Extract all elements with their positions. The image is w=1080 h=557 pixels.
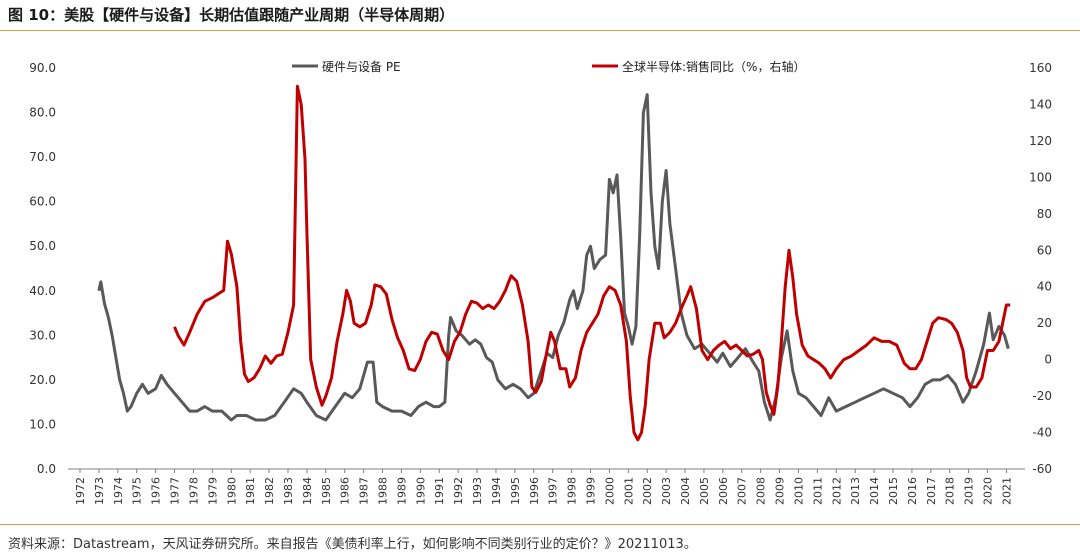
x-tick-label: 2020 — [982, 477, 995, 505]
x-tick-label: 2015 — [887, 477, 900, 505]
figure-title: 图 10：美股【硬件与设备】长期估值跟随产业周期（半导体周期） — [8, 6, 455, 24]
x-tick-label: 1989 — [395, 477, 408, 505]
right-y-axis: -60 -40 -20 0 20 40 60 80 100 120 140 160 — [1029, 61, 1052, 476]
x-tick-label: 2017 — [925, 477, 938, 505]
x-tick-label: 2013 — [849, 477, 862, 505]
x-tick-label: 1990 — [414, 477, 427, 505]
left-tick-label: 80.0 — [29, 106, 56, 120]
x-tick-label: 1980 — [225, 477, 238, 505]
right-tick-label: 0 — [1044, 353, 1052, 367]
x-tick-label: 1995 — [509, 477, 522, 505]
x-tick-label: 2002 — [641, 477, 654, 505]
left-tick-label: 30.0 — [29, 328, 56, 342]
semiconductor-sales-yoy-line — [173, 84, 1011, 442]
x-tick-label: 1997 — [547, 477, 560, 505]
right-tick-label: 140 — [1029, 97, 1052, 111]
x-tick-label: 2007 — [736, 477, 749, 505]
left-y-axis: 0.0 10.0 20.0 30.0 40.0 50.0 60.0 70.0 80.0 90.0 — [29, 61, 56, 476]
x-tick-label: 1986 — [339, 477, 352, 505]
x-tick-label: 2005 — [698, 477, 711, 505]
x-tick-label: 1993 — [471, 477, 484, 505]
x-tick-label: 2019 — [963, 477, 976, 505]
x-tick-label: 1992 — [452, 477, 465, 505]
legend-label-semis: 全球半导体:销售同比（%，右轴） — [622, 59, 805, 74]
right-tick-label: -20 — [1032, 389, 1052, 403]
x-tick-label: 1984 — [301, 477, 314, 505]
right-tick-label: 40 — [1037, 280, 1052, 294]
right-tick-label: 60 — [1037, 243, 1052, 257]
x-tick-label: 2004 — [679, 477, 692, 505]
x-tick-label: 2006 — [717, 477, 730, 505]
x-tick-label: 1987 — [358, 477, 371, 505]
left-tick-label: 40.0 — [29, 284, 56, 298]
x-tick-label: 2018 — [944, 477, 957, 505]
x-tick-label: 2021 — [1000, 477, 1013, 505]
left-tick-label: 70.0 — [29, 150, 56, 164]
x-tick-label: 1979 — [206, 477, 219, 505]
legend-label-pe: 硬件与设备 PE — [322, 60, 401, 74]
right-tick-label: -40 — [1032, 426, 1052, 440]
x-tick-label: 1991 — [433, 477, 446, 505]
x-tick-label: 1996 — [528, 477, 541, 505]
x-tick-label: 1981 — [244, 477, 257, 505]
title-divider — [0, 30, 1080, 31]
x-tick-label: 1976 — [150, 477, 163, 505]
x-tick-label: 1982 — [263, 477, 276, 505]
x-tick-label: 2001 — [622, 477, 635, 505]
left-tick-label: 60.0 — [29, 195, 56, 209]
x-tick-label: 1972 — [74, 477, 87, 505]
source-note: 资料来源：Datastream，天风证券研究所。来自报告《美债利率上行，如何影响… — [8, 537, 697, 552]
x-tick-label: 1975 — [131, 477, 144, 505]
x-tick-label: 1973 — [93, 477, 106, 505]
pe-series-line — [97, 93, 1010, 422]
x-tick-label: 1999 — [584, 477, 597, 505]
left-tick-label: 90.0 — [29, 61, 56, 75]
x-tick-label: 2011 — [811, 477, 824, 505]
left-tick-label: 50.0 — [29, 239, 56, 253]
x-tick-label: 2009 — [774, 477, 787, 505]
x-tick-label: 1998 — [566, 477, 579, 505]
line-chart: 0.010.020.030.040.050.060.070.080.090.0 … — [29, 59, 1052, 505]
x-tick-label: 1983 — [282, 477, 295, 505]
x-tick-label: 2012 — [830, 477, 843, 505]
x-tick-label: 2014 — [868, 477, 881, 505]
x-axis: 1972 1973 1974 1975 1976 1977 1978 1979 1980 1981… — [74, 469, 1013, 505]
x-tick-label: 1974 — [112, 477, 125, 505]
left-tick-label: 0.0 — [37, 462, 56, 476]
x-tick-label: 2010 — [792, 477, 805, 505]
right-tick-label: -60 — [1032, 462, 1052, 476]
right-tick-label: 160 — [1029, 61, 1052, 75]
right-tick-label: 80 — [1037, 207, 1052, 221]
x-tick-label: 1994 — [490, 477, 503, 505]
left-tick-label: 10.0 — [29, 417, 56, 431]
left-tick-label: 20.0 — [29, 373, 56, 387]
right-tick-label: 100 — [1029, 170, 1052, 184]
legend: 硬件与设备 PE 全球半导体:销售同比（%，右轴） — [292, 59, 805, 74]
x-tick-label: 1985 — [320, 477, 333, 505]
x-tick-label: 2000 — [603, 477, 616, 505]
right-tick-label: 20 — [1037, 316, 1052, 330]
x-tick-label: 1988 — [377, 477, 390, 505]
x-tick-label: 2003 — [660, 477, 673, 505]
x-tick-label: 1977 — [169, 477, 182, 505]
right-tick-label: 120 — [1029, 134, 1052, 148]
x-tick-label: 2016 — [906, 477, 919, 505]
source-divider — [0, 524, 1080, 525]
x-tick-label: 2008 — [755, 477, 768, 505]
x-tick-label: 1978 — [187, 477, 200, 505]
series-lines — [97, 84, 1011, 442]
